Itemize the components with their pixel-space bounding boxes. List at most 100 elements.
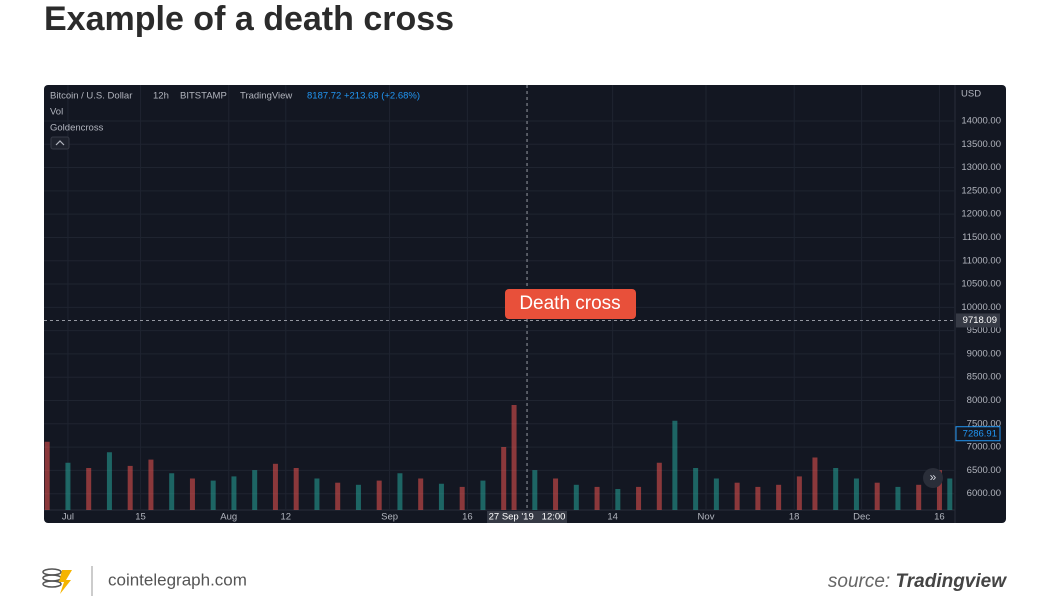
source-label: source: <box>828 571 890 592</box>
indicator-label: Vol <box>50 107 63 118</box>
x-tick-label: 12 <box>281 512 292 523</box>
site: cointelegraph.com <box>108 570 247 589</box>
crosshair-y-box <box>956 313 1000 328</box>
source: source: Tradingview <box>828 571 1007 592</box>
indicator-label: Goldencross <box>50 123 104 134</box>
scroll-icon: » <box>930 470 937 484</box>
volume-bar <box>812 457 818 510</box>
volume-bar <box>501 447 507 510</box>
y-tick-label: 9000.00 <box>967 348 1001 359</box>
y-tick-label: 7000.00 <box>967 442 1001 453</box>
volume-bar <box>148 459 154 510</box>
last-price-label: 7286.91 <box>963 428 997 439</box>
volume-bar <box>672 420 678 510</box>
volume-bar <box>656 462 662 510</box>
volume-bar <box>86 468 92 510</box>
last-price-box <box>955 426 1001 442</box>
quote: 8187.72 +213.68 (+2.68%) <box>307 91 420 102</box>
volume-bar <box>916 484 922 510</box>
volume-bar <box>796 476 802 510</box>
axes-layer: 6000.00 6500.00 7000.00 7500.00 8000.00 8500.… <box>44 85 1001 523</box>
volume-bar <box>947 478 953 510</box>
volume-bar <box>210 480 216 510</box>
volume-bar <box>397 473 403 510</box>
volume-bar <box>314 478 320 510</box>
scroll-button[interactable] <box>923 468 943 488</box>
volume-bar <box>355 484 361 510</box>
volume-bar <box>734 482 740 510</box>
y-unit: USD <box>961 89 981 100</box>
volume-bar <box>272 463 278 510</box>
volume-bar <box>231 476 237 510</box>
logo <box>42 568 72 594</box>
volume-bar <box>755 486 761 510</box>
volume-bar <box>459 486 465 510</box>
interval: 12h <box>153 91 169 102</box>
volume-bar <box>65 462 71 510</box>
volume-bar <box>895 486 901 510</box>
volume-bar <box>127 465 133 510</box>
volume-bar <box>833 468 839 510</box>
volume-bar <box>169 473 175 510</box>
volume-bar <box>553 478 559 510</box>
y-tick-label: 7500.00 <box>967 418 1001 429</box>
volume-bar <box>438 483 444 510</box>
volume-bar <box>335 482 341 510</box>
volume-bar <box>713 478 719 510</box>
y-tick-label: 10500.00 <box>961 279 1001 290</box>
provider: TradingView <box>240 91 292 102</box>
y-tick-label: 13000.00 <box>961 162 1001 173</box>
volume-bar <box>853 478 859 510</box>
y-tick-label: 9500.00 <box>967 325 1001 336</box>
y-tick-label: 6000.00 <box>967 488 1001 499</box>
volume-bar <box>936 470 942 510</box>
volume-bar <box>418 478 424 510</box>
volume-bar <box>615 489 621 510</box>
y-tick-label: 14000.00 <box>961 115 1001 126</box>
x-tick-label: Aug <box>220 512 237 523</box>
x-tick-label: Nov <box>698 512 715 523</box>
source-name: Tradingview <box>895 571 1007 592</box>
crosshair-y-label: 9718.09 <box>963 315 997 326</box>
annotation: Death cross <box>519 293 620 314</box>
y-tick-label: 11500.00 <box>962 232 1001 243</box>
y-tick-label: 10000.00 <box>961 302 1001 313</box>
volume-bar <box>252 470 258 510</box>
exchange: BITSTAMP <box>180 91 227 102</box>
volume-bar <box>636 486 642 510</box>
x-tick-label: 16 <box>462 512 473 523</box>
collapse-button[interactable] <box>50 136 70 150</box>
collapse-icon <box>55 140 65 146</box>
y-tick-label: 6500.00 <box>967 465 1001 476</box>
volume-bar <box>106 452 112 510</box>
volume-bar <box>776 484 782 510</box>
volume-bar <box>532 470 538 510</box>
grid <box>44 85 955 510</box>
symbol: Bitcoin / U.S. Dollar <box>50 91 132 102</box>
y-tick-label: 12000.00 <box>961 209 1001 220</box>
x-tick-label: 18 <box>789 512 800 523</box>
annotation-box <box>505 289 636 319</box>
crosshair-x-box <box>487 511 568 523</box>
volume-bar <box>293 468 299 510</box>
crosshair-x-label: 27 Sep '19 12:00 <box>489 512 566 523</box>
x-tick-label: 15 <box>135 512 146 523</box>
x-tick-label: 16 <box>934 512 945 523</box>
x-tick-label: Jul <box>62 512 74 523</box>
volume-bar <box>874 482 880 510</box>
volume-bar <box>693 468 699 510</box>
volume-bar <box>594 486 600 510</box>
volume-bar <box>480 480 486 510</box>
y-tick-label: 8500.00 <box>967 372 1001 383</box>
x-tick-label: Sep <box>381 512 398 523</box>
volume-bar <box>44 441 50 510</box>
y-tick-label: 11000.00 <box>962 255 1001 266</box>
volume-bar <box>189 478 195 510</box>
y-tick-label: 12500.00 <box>961 185 1001 196</box>
volume-bar <box>376 480 382 510</box>
y-tick-label: 13500.00 <box>961 139 1001 150</box>
x-tick-label: Dec <box>853 512 870 523</box>
y-tick-label: 8000.00 <box>967 395 1001 406</box>
